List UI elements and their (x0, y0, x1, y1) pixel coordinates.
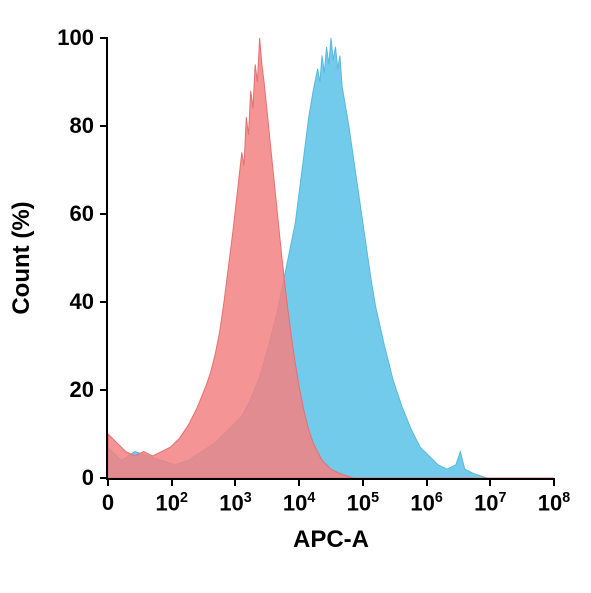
x-tick-label: 0 (102, 490, 114, 516)
x-tick (107, 478, 109, 486)
x-tick (298, 478, 300, 486)
x-tick (362, 478, 364, 486)
histogram-blue (108, 38, 554, 478)
x-tick-label: 104 (283, 490, 315, 516)
y-tick-label: 40 (70, 289, 94, 315)
y-tick (100, 213, 108, 215)
x-axis-line (108, 478, 554, 480)
x-tick-label: 102 (155, 490, 187, 516)
x-tick-label: 108 (538, 490, 570, 516)
x-tick-label: 103 (219, 490, 251, 516)
x-tick (489, 478, 491, 486)
y-tick (100, 301, 108, 303)
y-tick (100, 477, 108, 479)
y-tick (100, 389, 108, 391)
y-tick-label: 0 (82, 465, 94, 491)
x-tick-label: 105 (347, 490, 379, 516)
x-tick-label: 107 (474, 490, 506, 516)
x-tick-label: 106 (410, 490, 442, 516)
x-axis-title: APC-A (293, 526, 369, 554)
y-tick (100, 125, 108, 127)
x-tick (426, 478, 428, 486)
y-tick-label: 100 (57, 25, 94, 51)
y-tick-label: 80 (70, 113, 94, 139)
x-tick (553, 478, 555, 486)
y-tick-label: 20 (70, 377, 94, 403)
x-tick (171, 478, 173, 486)
y-tick (100, 37, 108, 39)
y-axis-line (106, 38, 108, 480)
x-tick (234, 478, 236, 486)
y-axis-title: Count (%) (8, 201, 36, 314)
plot-svg (108, 38, 554, 478)
y-tick-label: 60 (70, 201, 94, 227)
flow-cytometry-histogram: 0 102 103 104 105 106 107 108 0 20 40 60 80 100 APC-A C… (0, 0, 591, 593)
